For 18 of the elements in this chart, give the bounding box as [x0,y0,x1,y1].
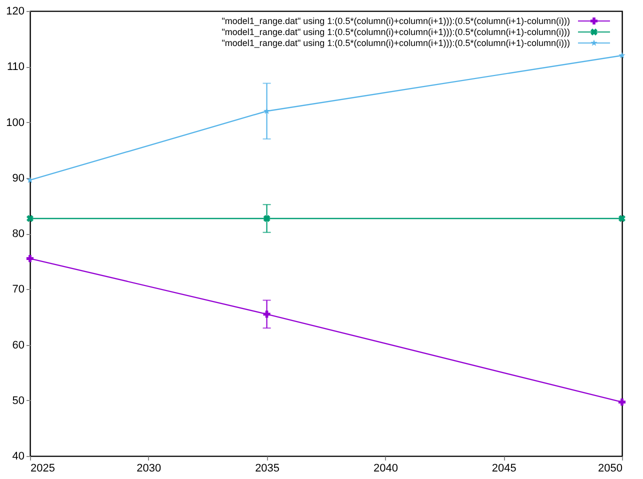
y-tick-label: 100 [6,116,24,129]
legend-label: "model1_range.dat" using 1:(0.5*(column(i)+column(i+1))):(0.5*(column(i+1)-column(i))) [222,16,570,26]
legend-label: "model1_range.dat" using 1:(0.5*(column(i)+column(i+1))):(0.5*(column(i+1)-column(i))) [222,38,570,48]
y-tick-label: 50 [12,394,24,407]
x-tick-label: 2045 [492,462,516,474]
x-tick-label: 2040 [373,462,398,474]
y-tick-label: 90 [12,172,24,184]
x-tick-label: 2035 [255,462,280,474]
y-tick-label: 120 [6,6,24,18]
x-tick-label: 2050 [598,462,622,474]
y-tick-label: 110 [6,61,24,74]
x-tick-label: 2025 [30,462,55,474]
y-tick-label: 80 [12,228,24,240]
y-tick-label: 40 [12,450,24,462]
y-tick-label: 60 [12,339,24,352]
legend-label: "model1_range.dat" using 1:(0.5*(column(i)+column(i+1))):(0.5*(column(i+1)-column(i))) [222,27,570,37]
y-tick-label: 70 [12,284,24,296]
x-tick-label: 2030 [136,462,162,474]
